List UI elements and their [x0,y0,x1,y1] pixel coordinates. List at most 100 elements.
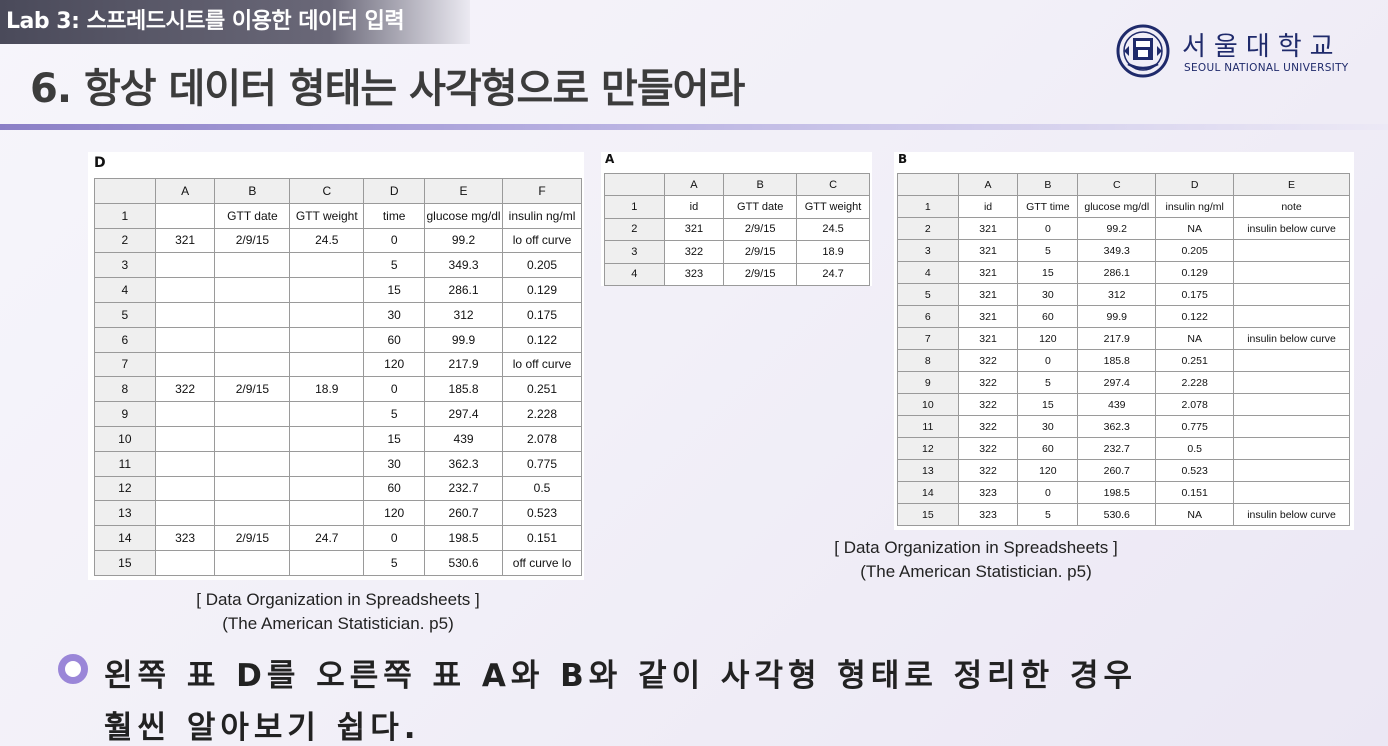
table-cell: 99.9 [1077,305,1157,328]
table-cell: 321 [957,239,1019,262]
table-cell: 30 [1017,415,1079,438]
column-header [897,173,959,196]
column-header: A [663,172,725,197]
table-a-panel: A A B C 1 id GTT date GTT weight 2 321 2/9/15 24.5… [601,152,872,286]
table-row: 4 323 2/9/15 24.7 [604,262,870,286]
table-cell: 0.129 [502,277,582,303]
table-cell: 60 [363,475,426,502]
table-cell [154,549,216,576]
table-cell [154,500,216,527]
table-cell [1233,437,1350,460]
table-cell: 322 [957,437,1019,460]
table-d-label: D [94,155,106,171]
table-cell: NA [1155,217,1235,240]
table-row: 9 322 5 297.4 2.228 [897,371,1350,394]
table-cell: 322 [154,376,216,403]
table-row: 15 323 5 530.6 NA insulin below curve [897,503,1350,526]
table-row: 2 321 0 99.2 NA insulin below curve [897,217,1350,240]
table-cell: 2.228 [502,401,582,427]
row-number: 7 [897,327,959,350]
table-cell: 217.9 [1077,327,1157,350]
bullet-circle-icon [58,654,88,684]
table-cell: 217.9 [424,351,504,378]
table-cell: 99.2 [1077,217,1157,240]
table-row: 3 5 349.3 0.205 [94,252,582,279]
table-cell: 530.6 [424,549,504,576]
table-cell: 2/9/15 [723,262,798,286]
table-cell: 24.7 [289,525,365,551]
table-cell: 0 [1017,349,1079,372]
table-cell: 0.205 [502,252,582,279]
table-cell: 260.7 [424,500,504,527]
table-row: 12 60 232.7 0.5 [94,475,582,502]
table-cell: 2/9/15 [723,217,798,242]
table-cell: 323 [957,481,1019,504]
table-cell: 30 [1017,283,1079,306]
row-number: 14 [897,481,959,504]
table-cell: 99.2 [424,227,504,254]
table-row: 11 322 30 362.3 0.775 [897,415,1350,438]
row-number: 10 [897,393,959,416]
table-cell [214,549,291,576]
table-cell: GTT date [214,202,291,229]
column-header: C [1077,173,1157,196]
table-cell [289,425,365,452]
table-cell: 322 [957,349,1019,372]
table-cell: 0.122 [1155,305,1235,328]
table-cell: 30 [363,301,426,328]
table-row: 8 322 0 185.8 0.251 [897,349,1350,372]
column-header: B [1017,173,1079,196]
table-cell: 321 [957,217,1019,240]
table-cell [154,301,216,328]
table-cell: 232.7 [1077,437,1157,460]
table-cell: 185.8 [1077,349,1157,372]
table-row: 10 15 439 2.078 [94,425,582,452]
table-row: 2 321 2/9/15 24.5 [604,217,870,242]
table-cell: 349.3 [424,252,504,279]
lab-label: Lab 3: 스프레드시트를 이용한 데이터 입력 [0,0,470,44]
table-cell: 323 [663,262,725,286]
table-cell: 312 [1077,283,1157,306]
table-cell [289,475,365,502]
table-cell: glucose mg/dl [424,202,504,229]
table-row: 8 322 2/9/15 18.9 0 185.8 0.251 [94,376,582,403]
table-cell: 321 [663,217,725,242]
table-row: 11 30 362.3 0.775 [94,450,582,477]
table-cell [289,252,365,279]
row-number: 3 [94,252,156,279]
table-row: 2 321 2/9/15 24.5 0 99.2 lo off curve [94,227,582,254]
row-number: 3 [897,239,959,262]
row-number: 2 [94,227,156,254]
table-cell [214,500,291,527]
table-row: 6 60 99.9 0.122 [94,326,582,353]
table-cell [154,202,216,229]
table-cell: 0 [363,227,426,254]
table-row: 14 323 0 198.5 0.151 [897,481,1350,504]
table-cell: 0.5 [1155,437,1235,460]
logo-name-en: SEOUL NATIONAL UNIVERSITY [1184,62,1349,74]
table-row: 1 id GTT time glucose mg/dl insulin ng/ml not… [897,195,1350,218]
table-cell: note [1233,195,1350,218]
table-cell: 0.251 [502,376,582,403]
table-cell: 322 [957,393,1019,416]
table-cell: 15 [1017,393,1079,416]
column-header: D [1155,173,1235,196]
table-cell [214,301,291,328]
table-cell [289,326,365,353]
table-cell: 5 [363,252,426,279]
caption-left: [ Data Organization in Spreadsheets ] (T… [158,588,518,636]
row-number: 15 [94,549,156,576]
row-number: 15 [897,503,959,526]
column-header: E [1233,173,1350,196]
table-d: A B C D E F 1 GTT date GTT weight time glucose mg/… [94,178,582,576]
table-cell: 322 [663,240,725,264]
table-cell: insulin below curve [1233,327,1350,350]
table-cell: off curve lo [502,549,582,576]
table-cell [1233,415,1350,438]
table-cell [289,277,365,303]
row-number: 4 [897,261,959,284]
table-row: 7 321 120 217.9 NA insulin below curve [897,327,1350,350]
table-cell: 120 [363,500,426,527]
